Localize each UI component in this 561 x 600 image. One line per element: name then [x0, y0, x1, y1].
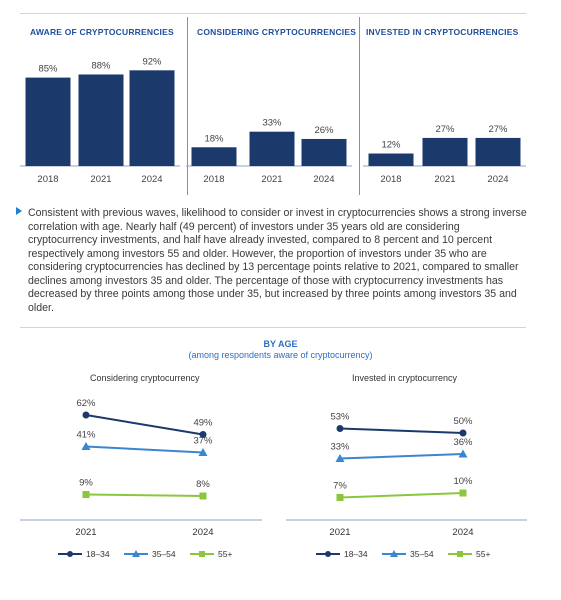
- bar-category-label: 2018: [203, 174, 224, 185]
- data-point: [336, 425, 344, 432]
- series-line: [85, 414, 204, 436]
- data-point: [458, 449, 468, 458]
- data-point: [82, 491, 90, 498]
- panel-title-aware: AWARE OF CRYPTOCURRENCIES: [30, 27, 174, 37]
- data-label: 7%: [333, 481, 347, 492]
- section-title: BY AGE: [263, 339, 298, 349]
- section-divider: [20, 327, 526, 328]
- legend-marker: [132, 550, 140, 557]
- x-tick-label: 2024: [192, 527, 213, 538]
- legend-label: 35–54: [410, 549, 434, 559]
- data-point: [199, 431, 207, 438]
- legend-label: 18–34: [344, 549, 368, 559]
- series-line: [339, 492, 464, 499]
- data-point: [199, 492, 207, 500]
- legend-label: 18–34: [86, 549, 110, 559]
- panel-separator-2: [359, 17, 360, 195]
- data-point: [459, 429, 467, 437]
- bar: [368, 153, 414, 166]
- bar: [25, 77, 71, 166]
- bullet-icon: [16, 207, 22, 215]
- legend-marker: [325, 551, 331, 557]
- series-line: [85, 493, 204, 497]
- bar-category-label: 2021: [261, 174, 282, 185]
- data-point: [81, 442, 91, 450]
- bar-category-label: 2018: [380, 174, 401, 185]
- data-label: 37%: [193, 436, 213, 447]
- legend-label: 55+: [218, 549, 232, 559]
- series-line: [339, 427, 464, 434]
- bar-category-label: 2024: [487, 174, 508, 185]
- data-point: [82, 411, 90, 419]
- data-label: 33%: [330, 442, 350, 453]
- legend-marker: [390, 550, 398, 557]
- body-paragraph: Consistent with previous waves, likeliho…: [28, 207, 527, 314]
- legend-marker: [457, 551, 463, 557]
- top-divider: [20, 13, 526, 14]
- bar-category-label: 2018: [37, 174, 58, 185]
- data-label: 36%: [453, 437, 473, 448]
- x-tick-label: 2024: [452, 527, 473, 538]
- bar-value-label: 27%: [435, 124, 455, 135]
- bar: [78, 74, 124, 166]
- bar: [301, 138, 347, 166]
- bar-value-label: 27%: [488, 124, 508, 135]
- panel-separator-1: [187, 17, 188, 195]
- x-tick-label: 2021: [75, 527, 96, 538]
- bar-category-label: 2024: [313, 174, 334, 185]
- bar-value-label: 88%: [91, 60, 111, 71]
- data-point: [459, 489, 467, 497]
- bar: [191, 147, 237, 166]
- bar: [422, 137, 468, 166]
- bar-value-label: 85%: [38, 64, 58, 75]
- data-label: 53%: [330, 412, 350, 423]
- bar-category-label: 2021: [434, 174, 455, 185]
- data-label: 10%: [453, 476, 473, 487]
- panel-title-invested: INVESTED IN CRYPTOCURRENCIES: [366, 27, 519, 37]
- bar: [249, 131, 295, 166]
- bar-charts: 85% 2018 88% 2021 92% 2024 18% 2018 33% 2021 26% 20…: [20, 56, 526, 185]
- legend-label: 55+: [476, 549, 490, 559]
- bar: [129, 70, 175, 166]
- bar-value-label: 26%: [314, 125, 334, 136]
- section-subtitle: (among respondents aware of cryptocurren…: [188, 350, 373, 360]
- x-tick-label: 2021: [329, 527, 350, 538]
- bar-value-label: 12%: [381, 140, 401, 151]
- series-line: [339, 453, 464, 460]
- data-label: 49%: [193, 418, 213, 429]
- bar-value-label: 33%: [262, 118, 282, 129]
- data-label: 41%: [76, 430, 96, 441]
- data-point: [336, 494, 344, 501]
- data-label: 9%: [79, 478, 93, 489]
- bar-category-label: 2021: [90, 174, 111, 185]
- data-label: 50%: [453, 416, 473, 427]
- line-charts: 2021 2024 62% 49% 41% 37% 9% 8% 18–34 35–54 55+ 202…: [20, 398, 527, 559]
- legend-marker: [67, 551, 73, 557]
- data-label: 62%: [76, 398, 96, 409]
- panel-title-considering: CONSIDERING CRYPTOCURRENCIES: [197, 27, 357, 37]
- bar-value-label: 92%: [142, 56, 162, 67]
- data-point: [335, 454, 345, 462]
- line-chart-title-invested: Invested in cryptocurrency: [352, 373, 458, 383]
- line-chart-title-considering: Considering cryptocurrency: [90, 373, 200, 383]
- bar-category-label: 2024: [141, 174, 162, 185]
- data-label: 8%: [196, 479, 210, 490]
- bar-value-label: 18%: [204, 133, 224, 144]
- legend-label: 35–54: [152, 549, 176, 559]
- data-point: [198, 448, 208, 456]
- legend-marker: [199, 551, 205, 557]
- series-line: [85, 445, 204, 454]
- bar: [475, 137, 521, 166]
